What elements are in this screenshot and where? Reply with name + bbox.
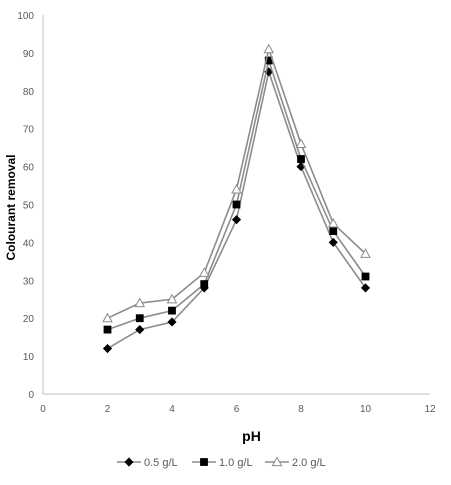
data-point bbox=[102, 343, 113, 354]
legend-label: 0.5 g/L bbox=[144, 457, 178, 469]
legend-marker bbox=[271, 456, 283, 467]
data-point bbox=[295, 138, 307, 148]
x-tick-label: 0 bbox=[40, 404, 46, 415]
data-point bbox=[327, 217, 339, 228]
y-tick-label: 70 bbox=[23, 125, 35, 136]
legend-item: 2.0 g/L bbox=[265, 456, 326, 469]
data-point bbox=[328, 237, 338, 247]
data-point bbox=[166, 293, 178, 304]
data-point bbox=[360, 248, 371, 258]
data-point bbox=[135, 314, 144, 323]
data-point bbox=[135, 325, 145, 335]
series-0-5-g-L bbox=[102, 67, 371, 354]
legend-label: 1.0 g/L bbox=[219, 457, 253, 469]
y-tick-label: 90 bbox=[23, 49, 35, 60]
y-tick-label: 100 bbox=[17, 11, 34, 22]
x-axis-label: pH bbox=[242, 428, 261, 444]
series-line bbox=[107, 68, 367, 350]
y-tick-labels: 0 10 20 30 40 50 60 70 80 90 100 bbox=[17, 11, 34, 401]
series-2-0-g-L bbox=[102, 43, 371, 323]
legend-item: 1.0 g/L bbox=[192, 457, 253, 469]
data-point bbox=[134, 297, 146, 308]
y-tick-label: 60 bbox=[23, 163, 35, 174]
series-line bbox=[107, 57, 367, 331]
data-point bbox=[200, 280, 209, 288]
data-point bbox=[232, 200, 241, 209]
legend-label: 2.0 g/L bbox=[292, 457, 326, 469]
x-tick-label: 2 bbox=[105, 404, 111, 415]
y-tick-label: 30 bbox=[23, 276, 35, 287]
data-point bbox=[231, 215, 242, 225]
x-tick-label: 10 bbox=[360, 404, 372, 415]
data-point bbox=[167, 317, 177, 327]
y-axis-label: Colourant removal bbox=[4, 154, 18, 260]
y-tick-label: 40 bbox=[23, 238, 35, 249]
legend-item: 0.5 g/L bbox=[117, 457, 178, 469]
data-point bbox=[103, 325, 112, 334]
data-point bbox=[231, 183, 242, 194]
x-tick-label: 12 bbox=[424, 404, 436, 415]
x-tick-label: 6 bbox=[234, 404, 240, 415]
y-tick-label: 80 bbox=[23, 87, 35, 98]
data-point bbox=[297, 155, 305, 163]
legend-marker bbox=[200, 458, 208, 466]
data-point bbox=[263, 43, 275, 54]
data-point bbox=[360, 283, 371, 293]
x-tick-labels: 0 2 4 6 8 10 12 bbox=[40, 404, 436, 415]
series-1-0-g-L bbox=[103, 56, 370, 334]
data-point bbox=[102, 312, 113, 323]
series-line bbox=[107, 46, 367, 319]
y-tick-label: 0 bbox=[28, 390, 34, 401]
legend-marker bbox=[124, 457, 134, 467]
y-tick-label: 10 bbox=[23, 352, 35, 363]
data-point bbox=[361, 272, 370, 281]
y-tick-label: 50 bbox=[23, 201, 35, 212]
data-point bbox=[168, 306, 176, 315]
data-point bbox=[329, 227, 338, 235]
legend: 0.5 g/L 1.0 g/L 2.0 g/L bbox=[117, 456, 326, 469]
data-point bbox=[198, 267, 210, 277]
y-tick-label: 20 bbox=[23, 314, 35, 325]
series-layer bbox=[102, 43, 371, 354]
x-tick-label: 8 bbox=[298, 404, 304, 415]
x-tick-label: 4 bbox=[169, 404, 175, 415]
